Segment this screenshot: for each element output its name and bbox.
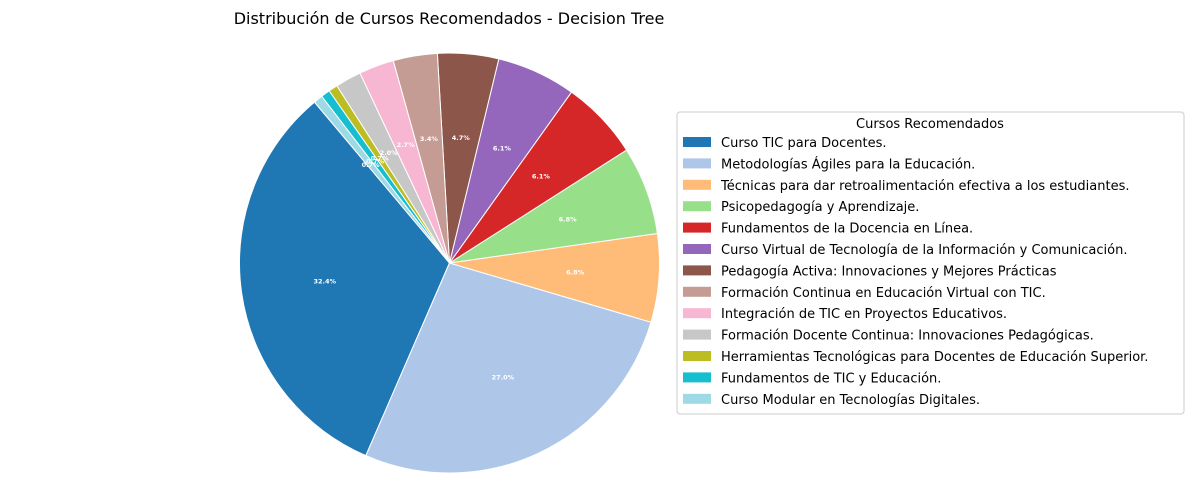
legend-label: Fundamentos de la Docencia en Línea.	[721, 222, 973, 237]
pie-percent-label: 6.1%	[493, 145, 512, 153]
legend-label: Metodologías Ágiles para la Educación.	[721, 156, 975, 172]
legend-swatch	[683, 244, 711, 254]
legend-label: Curso TIC para Docentes.	[721, 136, 887, 151]
legend-items: Curso TIC para Docentes. Metodologías Ági…	[683, 136, 1148, 408]
legend-label: Fundamentos de TIC y Educación.	[721, 371, 941, 386]
pie-percent-label: 6.8%	[559, 216, 578, 224]
legend: Cursos Recomendados Curso TIC para Docen…	[676, 111, 1185, 415]
pie-percent-label: 3.4%	[420, 135, 439, 143]
legend-label: Curso Modular en Tecnologías Digitales.	[721, 393, 980, 408]
legend-swatch	[683, 222, 711, 233]
legend-swatch	[683, 137, 711, 147]
legend-swatch	[683, 286, 711, 297]
legend-swatch	[683, 265, 711, 276]
legend-label: Formación Continua en Educación Virtual …	[721, 286, 1046, 301]
legend-title: Cursos Recomendados	[856, 117, 1004, 132]
legend-label: Psicopedagogía y Aprendizaje.	[721, 200, 919, 215]
chart-title: Distribución de Cursos Recomendados - De…	[234, 9, 665, 28]
legend-swatch	[683, 308, 711, 319]
legend-swatch	[683, 372, 711, 383]
legend-swatch	[683, 351, 711, 361]
legend-frame	[676, 111, 1185, 415]
pie-percent-label: 0.7%	[362, 161, 381, 169]
legend-label: Formación Docente Continua: Innovaciones…	[721, 329, 1094, 344]
pie-slice	[313, 95, 450, 264]
pie-slices	[239, 52, 660, 474]
pie-percent-label: 4.7%	[452, 134, 471, 142]
legend-label: Integración de TIC en Proyectos Educativ…	[721, 307, 1007, 322]
pie-percent-label: 2.0%	[380, 149, 399, 157]
legend-label: Técnicas para dar retroalimentación efec…	[720, 179, 1129, 194]
legend-label: Herramientas Tecnológicas para Docentes …	[721, 350, 1148, 365]
pie-percent-label: 6.8%	[566, 268, 585, 276]
legend-swatch	[683, 201, 711, 212]
pie-percent-label: 27.0%	[492, 373, 515, 381]
pie-percent-label: 32.4%	[314, 277, 337, 285]
legend-label: Curso Virtual de Tecnología de la Inform…	[721, 243, 1127, 258]
legend-swatch	[683, 329, 711, 340]
pie-percent-label: 0.7%	[366, 158, 385, 166]
legend-label: Pedagogía Activa: Innovaciones y Mejores…	[721, 264, 1057, 279]
pie-percent-labels: 32.4% 27.0% 6.8% 6.8% 6.1% 6.1% 4.7% 3.4% 2.7%2.…	[314, 134, 585, 382]
pie-slice	[239, 101, 451, 457]
legend-swatch	[683, 179, 711, 190]
pie-slice	[365, 262, 652, 474]
pie-percent-label: 0.7%	[371, 154, 390, 162]
legend-swatch	[683, 393, 711, 404]
legend-swatch	[683, 158, 711, 169]
pie-percent-label: 6.1%	[532, 173, 551, 181]
pie-percent-label: 2.7%	[397, 141, 416, 149]
